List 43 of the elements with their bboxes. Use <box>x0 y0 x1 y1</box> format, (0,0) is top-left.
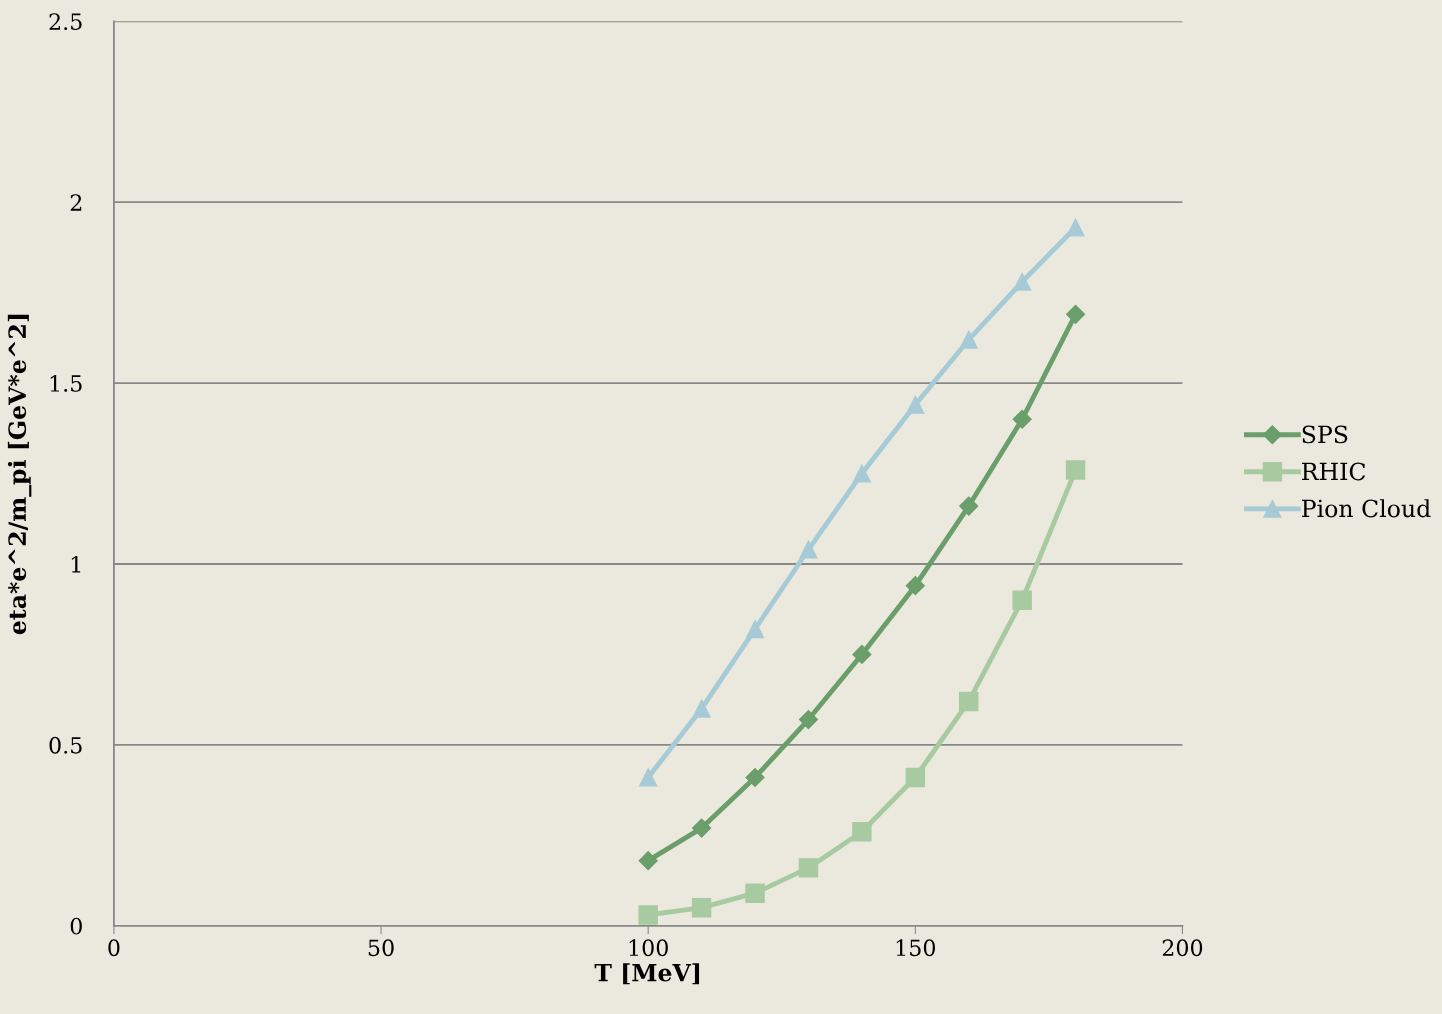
point <box>798 858 819 878</box>
y-tick-label: 1 <box>71 555 81 573</box>
x-tick-label: 0 <box>108 939 120 957</box>
x-tick-label: 150 <box>896 939 936 957</box>
point <box>1013 272 1032 291</box>
point <box>745 767 765 787</box>
point <box>959 330 978 349</box>
point <box>905 767 926 788</box>
legend-label: RHIC <box>1302 462 1366 481</box>
point <box>1012 409 1032 429</box>
point <box>905 576 925 596</box>
point <box>1012 590 1032 610</box>
y-tick-label: 2 <box>70 194 82 211</box>
point <box>959 691 979 712</box>
point <box>746 620 765 639</box>
point <box>692 818 712 838</box>
legend-label: SPS <box>1302 425 1348 444</box>
point <box>798 710 818 730</box>
point <box>799 540 818 559</box>
y-tick-label: 0.5 <box>49 736 82 754</box>
point <box>692 699 711 718</box>
y-tick-label: 1.5 <box>50 375 82 392</box>
point <box>639 768 658 787</box>
point <box>1065 460 1086 480</box>
point <box>852 464 871 483</box>
point <box>691 897 712 918</box>
x-tick-label: 50 <box>368 939 394 957</box>
y-axis-title: eta*e^2/m_pi [GeV*e^2] <box>7 314 32 635</box>
x-axis-title: T [MeV] <box>594 963 700 985</box>
point <box>745 883 765 903</box>
point <box>959 496 979 516</box>
x-tick-label: 200 <box>1162 939 1203 957</box>
y-tick-label: 0 <box>70 917 82 935</box>
point <box>852 644 872 664</box>
point <box>638 851 658 871</box>
point <box>906 395 925 414</box>
y-tick-label: 2.5 <box>49 13 82 31</box>
x-tick-label: 100 <box>629 939 668 957</box>
legend-label: Pion Cloud <box>1302 499 1431 518</box>
point <box>1066 304 1086 324</box>
point <box>852 821 872 842</box>
point <box>638 905 658 925</box>
point <box>1066 218 1085 237</box>
